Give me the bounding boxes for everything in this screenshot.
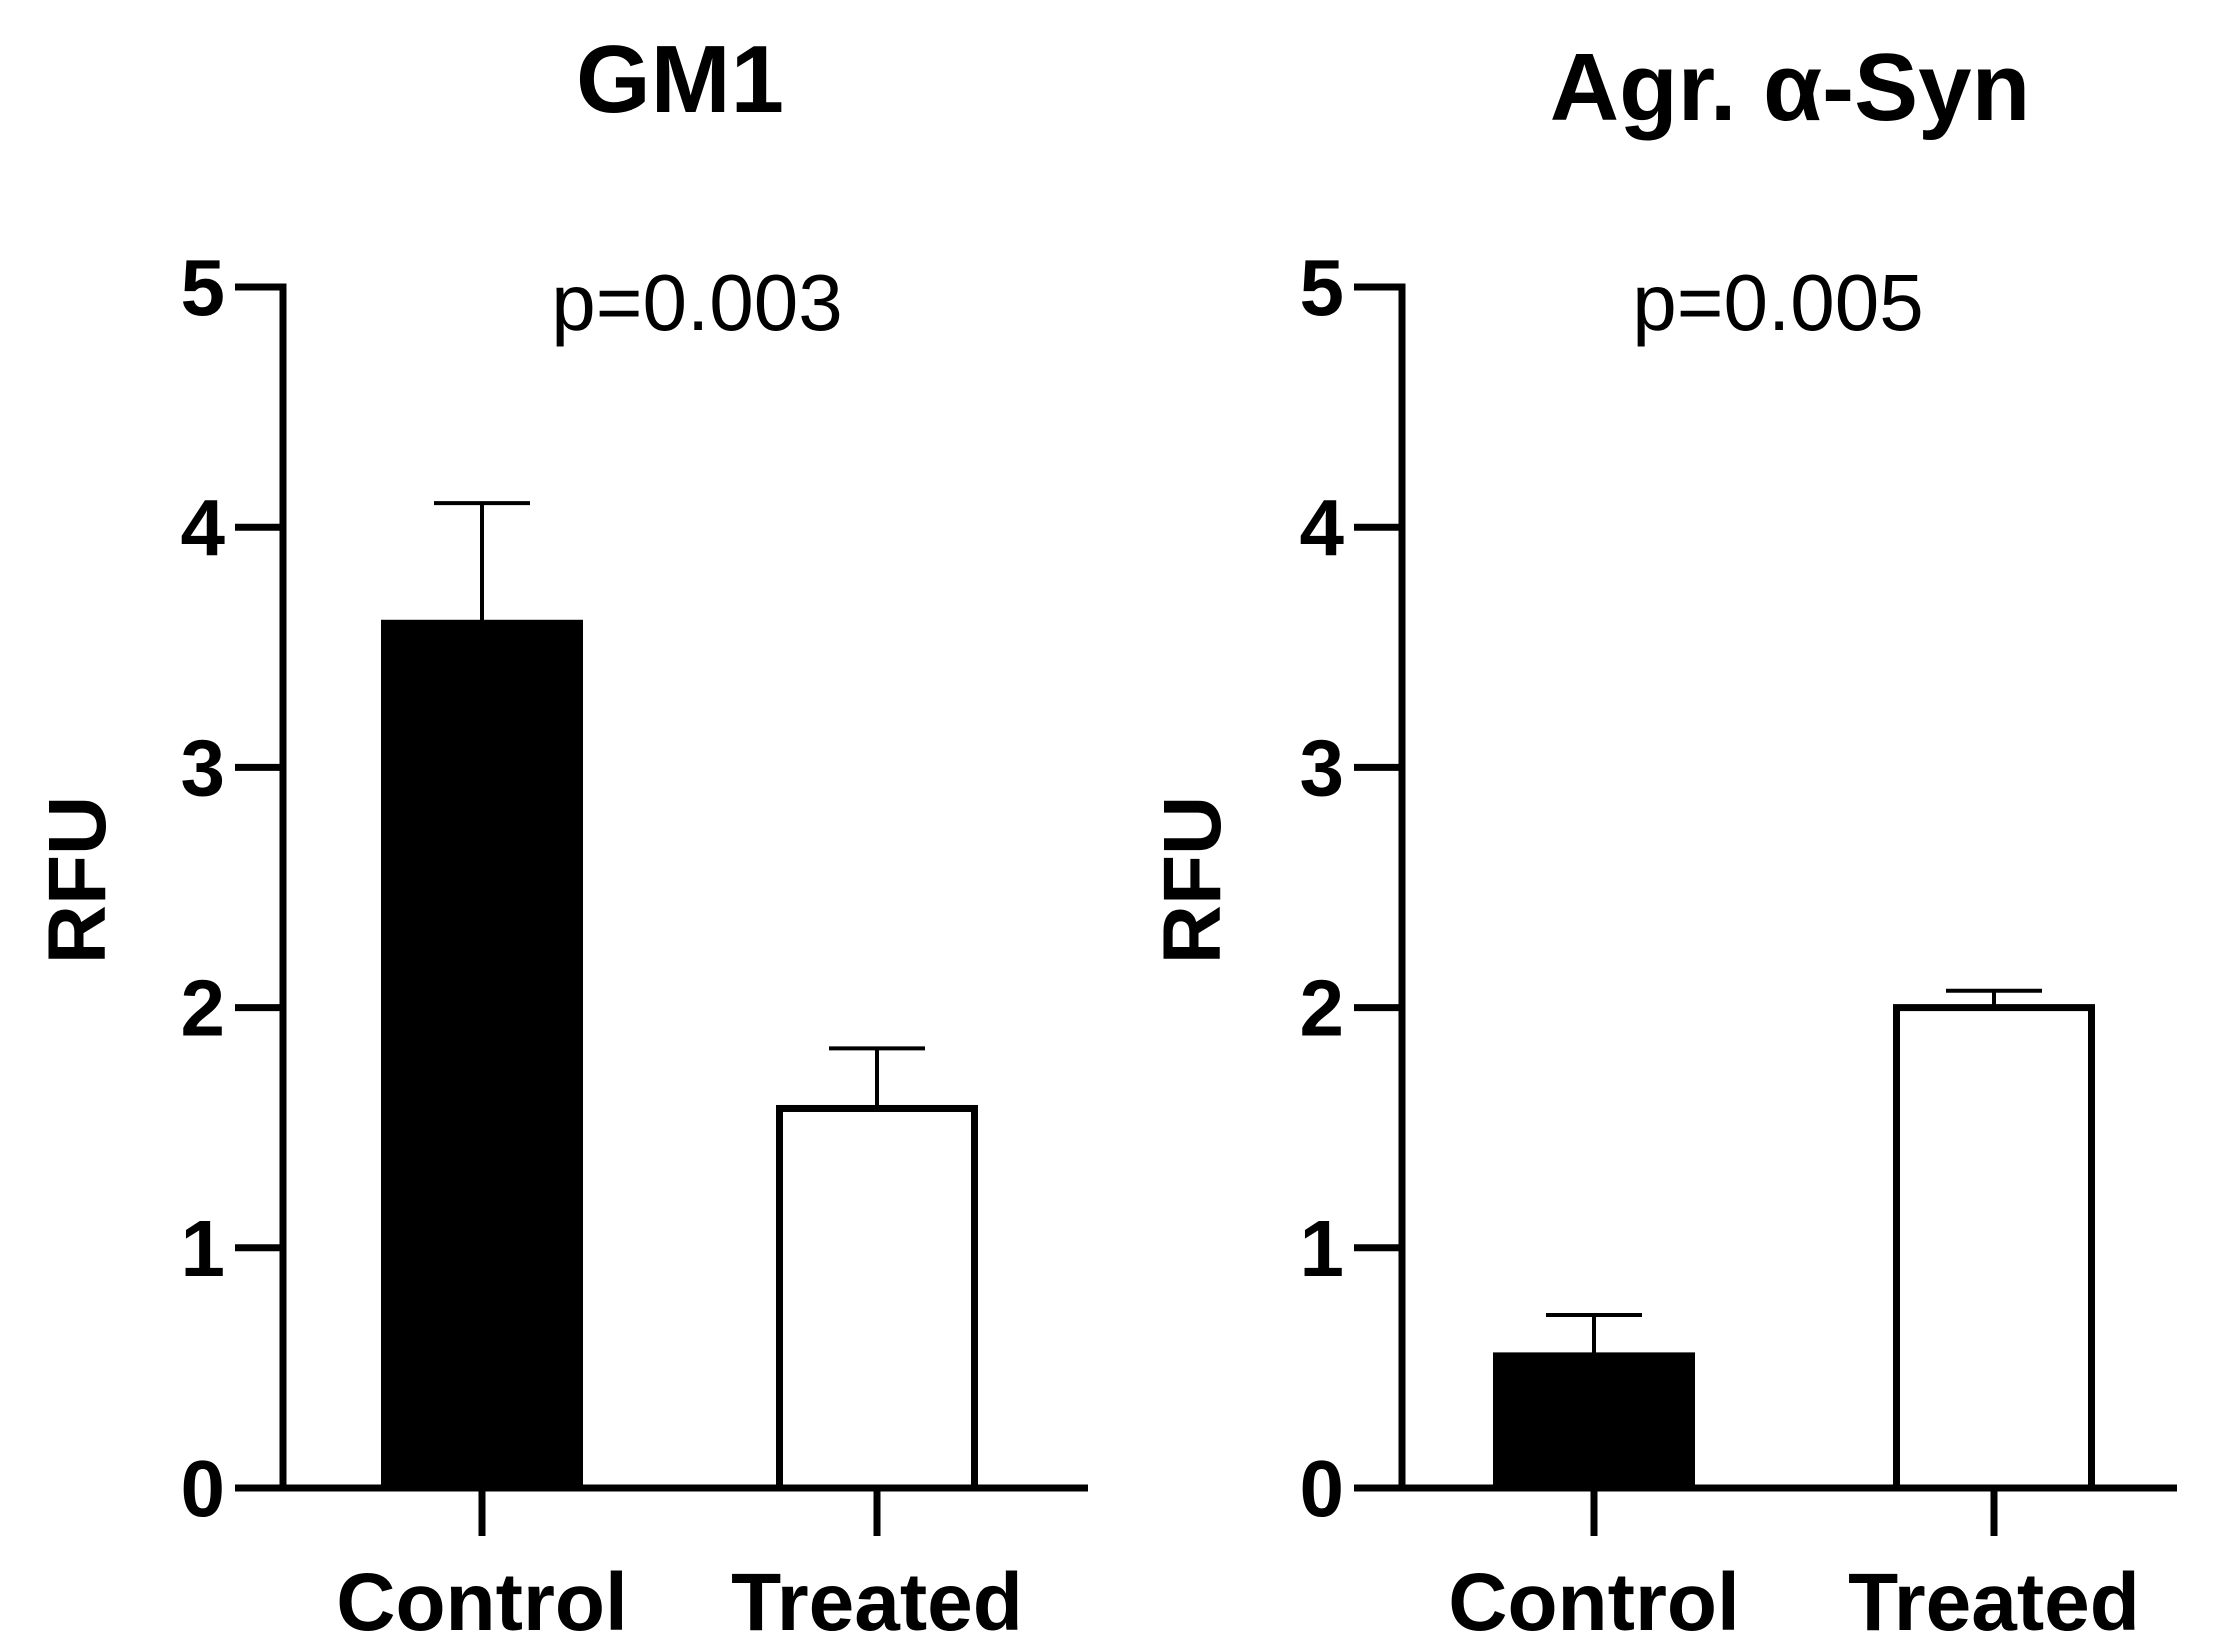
y-tick-label: 0 — [1300, 1444, 1345, 1533]
y-tick-label: 4 — [1300, 483, 1345, 572]
y-axis-label: RFU — [1147, 796, 1238, 965]
x-tick-label-control: Control — [336, 1557, 627, 1648]
panel-agr-alpha-syn: Agr. α-Syn p=0.005 RFU Control Treated 0 1 2 3 4 5 — [1147, 34, 2177, 1648]
panel-gm1: GM1 p=0.003 RFU Control Treated 0 1 2 3 4 5 — [32, 26, 1088, 1648]
bar-control — [1493, 1352, 1695, 1492]
y-tick-label: 5 — [181, 243, 226, 332]
y-tick-label: 3 — [1300, 723, 1345, 812]
x-tick-label-treated: Treated — [731, 1557, 1023, 1648]
y-tick-label: 1 — [181, 1204, 226, 1293]
y-tick-label: 2 — [1300, 964, 1345, 1053]
y-tick-label: 0 — [181, 1444, 226, 1533]
bar-treated — [776, 1104, 978, 1492]
x-tick-label-control: Control — [1448, 1557, 1739, 1648]
y-tick-label: 1 — [1300, 1204, 1345, 1293]
bar-control — [381, 619, 583, 1492]
p-value-annotation: p=0.005 — [1632, 258, 1923, 347]
y-tick-label: 4 — [181, 483, 226, 572]
chart-title: Agr. α-Syn — [1550, 34, 2030, 141]
y-tick-label: 5 — [1300, 243, 1345, 332]
p-value-annotation: p=0.003 — [551, 258, 842, 347]
chart-title: GM1 — [576, 26, 784, 133]
y-tick-label: 2 — [181, 964, 226, 1053]
x-tick-label-treated: Treated — [1848, 1557, 2140, 1648]
bar-treated — [1893, 1004, 2095, 1492]
y-axis-label: RFU — [32, 796, 123, 965]
y-tick-label: 3 — [181, 723, 226, 812]
